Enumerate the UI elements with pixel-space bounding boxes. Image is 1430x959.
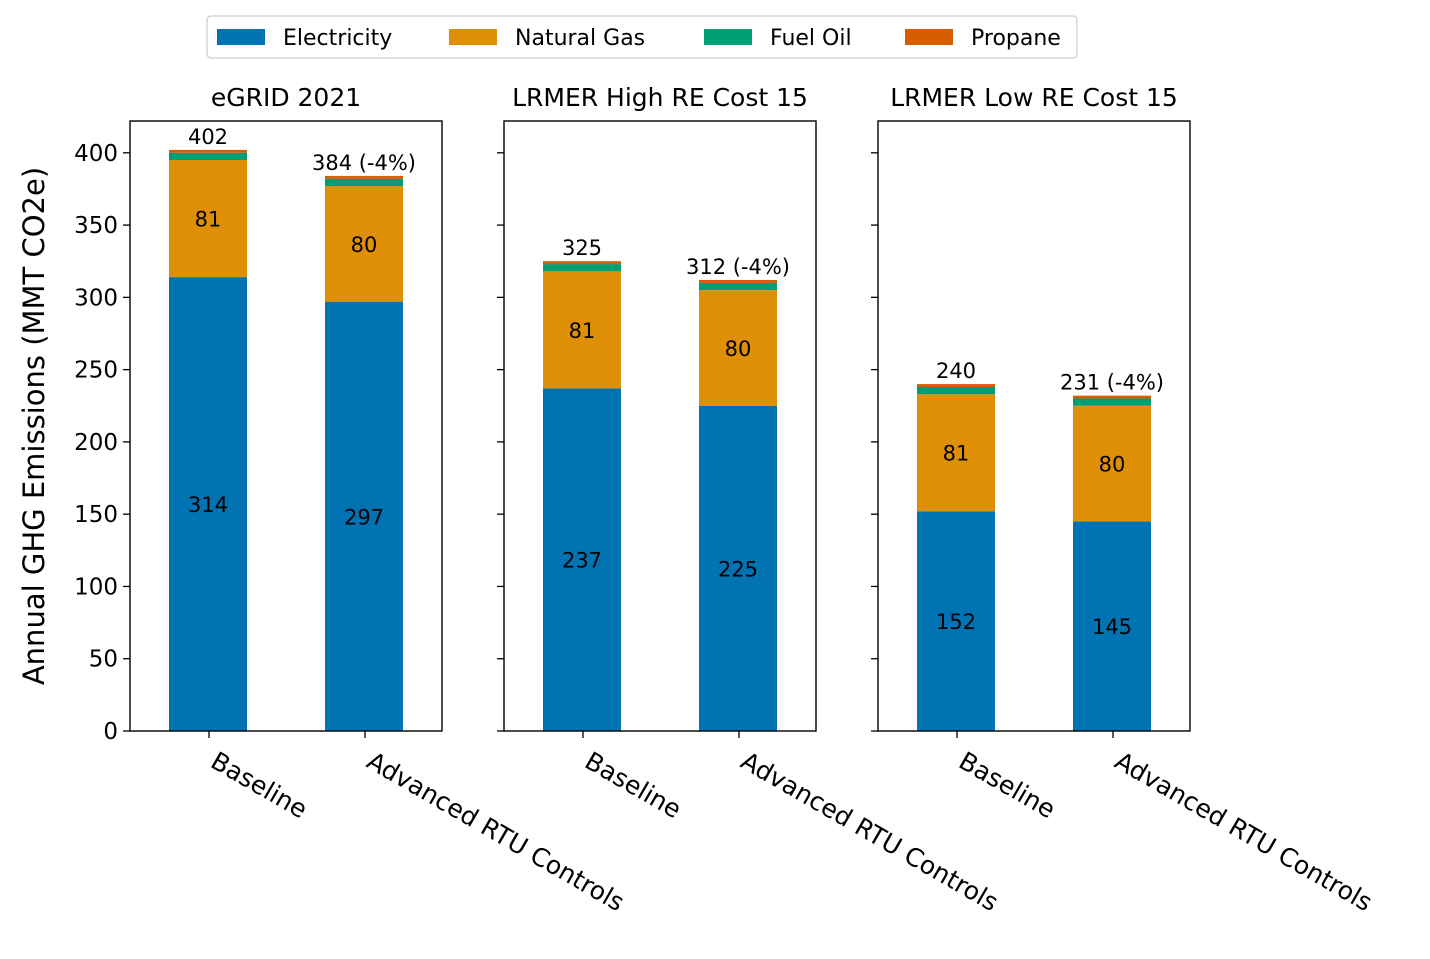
y-tick-label-400: 400: [74, 141, 118, 167]
data-label-natural-gas-advanced-rtu-controls: 80: [351, 233, 378, 257]
legend-label-electricity: Electricity: [283, 26, 392, 51]
data-label-natural-gas-advanced-rtu-controls: 80: [1099, 453, 1126, 477]
total-label-advanced-rtu-controls: 384 (-4%): [312, 151, 416, 175]
bar-fuel-oil-baseline: [169, 152, 247, 161]
bar-fuel-oil-advanced-rtu-controls: [699, 282, 777, 291]
bar-propane-baseline: [169, 149, 247, 153]
total-label-baseline: 240: [936, 359, 976, 383]
y-tick-label-100: 100: [74, 574, 118, 600]
bar-propane-advanced-rtu-controls: [325, 175, 403, 179]
bar-fuel-oil-advanced-rtu-controls: [325, 178, 403, 187]
legend-swatch-natural-gas: [449, 29, 497, 45]
total-label-baseline: 325: [562, 236, 602, 260]
bar-natural-gas-baseline: [169, 160, 247, 278]
legend-swatch-fuel-oil: [704, 29, 752, 45]
panel-title: LRMER Low RE Cost 15: [890, 83, 1178, 112]
legend-swatch-electricity: [217, 29, 265, 45]
data-label-natural-gas-advanced-rtu-controls: 80: [725, 337, 752, 361]
x-tick-label-baseline: Baseline: [206, 746, 312, 824]
x-tick-label-advanced-rtu-controls: Advanced RTU Controls: [1110, 746, 1377, 917]
chart-panels: eGRID 2021 314 81 402 Baseline 297 80 384 (-4%)…: [74, 83, 1377, 917]
data-label-electricity-baseline: 314: [188, 493, 228, 517]
panel-lrmer-low-re-cost-15: LRMER Low RE Cost 15 152 81 240 Baseline 145 8…: [871, 83, 1377, 917]
y-tick-label-200: 200: [74, 430, 118, 456]
plot-frame: [129, 120, 443, 732]
data-label-natural-gas-baseline: 81: [195, 208, 222, 232]
bar-natural-gas-advanced-rtu-controls: [699, 290, 777, 406]
legend-label-natural-gas: Natural Gas: [515, 26, 645, 51]
bar-propane-advanced-rtu-controls: [699, 280, 777, 283]
bar-natural-gas-baseline: [917, 394, 995, 512]
bar-fuel-oil-baseline: [917, 386, 995, 395]
panel-title: LRMER High RE Cost 15: [512, 83, 808, 112]
legend-swatch-propane: [905, 29, 953, 45]
x-tick-label-baseline: Baseline: [580, 746, 686, 824]
data-label-natural-gas-baseline: 81: [943, 442, 970, 466]
bar-propane-baseline: [917, 384, 995, 387]
y-tick-label-50: 50: [89, 647, 118, 673]
plot-frame: [877, 120, 1191, 732]
data-label-electricity-advanced-rtu-controls: 225: [718, 557, 758, 581]
bar-electricity-baseline: [543, 388, 621, 731]
bar-electricity-advanced-rtu-controls: [325, 301, 403, 731]
data-label-natural-gas-baseline: 81: [569, 319, 596, 343]
x-tick-label-baseline: Baseline: [954, 746, 1060, 824]
total-label-advanced-rtu-controls: 231 (-4%): [1060, 371, 1164, 395]
data-label-electricity-advanced-rtu-controls: 297: [344, 505, 384, 529]
y-axis-label: Annual GHG Emissions (MMT CO2e): [17, 167, 51, 685]
bar-natural-gas-advanced-rtu-controls: [1073, 405, 1151, 522]
bar-propane-advanced-rtu-controls: [1073, 395, 1151, 399]
legend: Electricity Natural Gas Fuel Oil Propane: [206, 15, 1078, 59]
bar-natural-gas-advanced-rtu-controls: [325, 186, 403, 302]
y-tick-label-0: 0: [103, 719, 118, 745]
total-label-baseline: 402: [188, 125, 228, 149]
panel-title: eGRID 2021: [211, 83, 361, 112]
data-label-electricity-advanced-rtu-controls: 145: [1092, 615, 1132, 639]
data-label-electricity-baseline: 237: [562, 549, 602, 573]
bar-fuel-oil-baseline: [543, 264, 621, 272]
y-tick-label-250: 250: [74, 358, 118, 384]
y-tick-label-300: 300: [74, 285, 118, 311]
bar-electricity-advanced-rtu-controls: [699, 405, 777, 731]
bar-electricity-advanced-rtu-controls: [1073, 521, 1151, 731]
legend-label-fuel-oil: Fuel Oil: [770, 26, 852, 51]
legend-label-propane: Propane: [971, 26, 1061, 51]
plot-frame: [503, 120, 817, 732]
data-label-electricity-baseline: 152: [936, 610, 976, 634]
y-tick-label-350: 350: [74, 213, 118, 239]
bar-fuel-oil-advanced-rtu-controls: [1073, 398, 1151, 406]
y-tick-label-150: 150: [74, 502, 118, 528]
bar-natural-gas-baseline: [543, 271, 621, 389]
legend-frame: [206, 15, 1078, 59]
bar-electricity-baseline: [169, 277, 247, 731]
bar-propane-baseline: [543, 261, 621, 265]
total-label-advanced-rtu-controls: 312 (-4%): [686, 255, 790, 279]
bar-electricity-baseline: [917, 511, 995, 731]
